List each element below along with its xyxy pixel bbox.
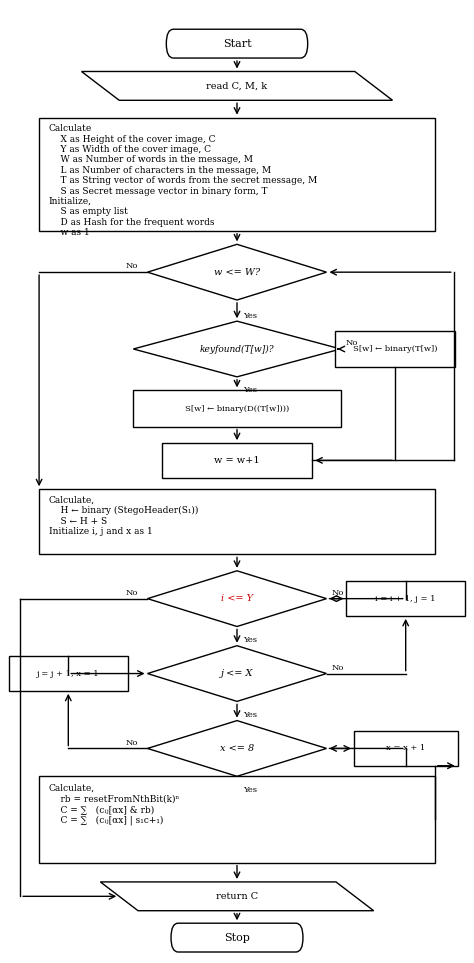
Polygon shape — [147, 720, 327, 776]
Text: No: No — [346, 339, 358, 348]
FancyBboxPatch shape — [166, 29, 308, 58]
Text: S[w] ← binary(T[w]): S[w] ← binary(T[w]) — [353, 345, 437, 353]
Text: No: No — [126, 262, 138, 271]
FancyBboxPatch shape — [354, 731, 457, 766]
FancyBboxPatch shape — [39, 489, 435, 555]
FancyBboxPatch shape — [9, 656, 128, 690]
FancyBboxPatch shape — [171, 924, 303, 952]
Text: x = x + 1: x = x + 1 — [386, 744, 425, 752]
FancyBboxPatch shape — [39, 117, 435, 231]
Text: j = j + 1, x = 1: j = j + 1, x = 1 — [37, 669, 100, 678]
Text: i = i + 1, j = 1: i = i + 1, j = 1 — [375, 594, 436, 603]
Text: i <= Y: i <= Y — [221, 594, 253, 603]
Text: j <= X: j <= X — [221, 669, 253, 678]
Text: Start: Start — [223, 39, 251, 49]
Text: keyfound(T[w])?: keyfound(T[w])? — [200, 345, 274, 353]
Text: No: No — [331, 664, 344, 672]
FancyBboxPatch shape — [335, 330, 455, 367]
Polygon shape — [147, 571, 327, 627]
Text: w = w+1: w = w+1 — [214, 455, 260, 465]
Polygon shape — [133, 321, 341, 377]
FancyBboxPatch shape — [346, 582, 465, 616]
FancyBboxPatch shape — [39, 776, 435, 863]
Text: Yes: Yes — [243, 711, 257, 719]
Polygon shape — [100, 882, 374, 911]
Text: Yes: Yes — [243, 312, 257, 320]
Text: Yes: Yes — [243, 386, 257, 395]
FancyBboxPatch shape — [133, 390, 341, 427]
Text: return C: return C — [216, 892, 258, 900]
Text: No: No — [126, 739, 138, 746]
Text: S[w] ← binary(D((T[w]))): S[w] ← binary(D((T[w]))) — [185, 404, 289, 412]
Polygon shape — [147, 245, 327, 300]
Text: Calculate
    X as Height of the cover image, C
    Y as Width of the cover imag: Calculate X as Height of the cover image… — [48, 124, 317, 237]
Text: Yes: Yes — [243, 786, 257, 794]
Text: No: No — [126, 589, 138, 597]
Polygon shape — [82, 71, 392, 100]
Text: No: No — [331, 589, 344, 597]
Text: Yes: Yes — [243, 637, 257, 644]
Polygon shape — [147, 646, 327, 701]
FancyBboxPatch shape — [162, 443, 312, 478]
Text: Calculate,
    rb = resetFromNthBit(k)ⁿ
    C = ∑   (cᵢⱼ[αx] & rb)
    C = ∑   (: Calculate, rb = resetFromNthBit(k)ⁿ C = … — [48, 784, 179, 825]
Text: x <= 8: x <= 8 — [220, 744, 254, 753]
Text: read C, M, k: read C, M, k — [207, 82, 267, 91]
Text: Calculate,
    H ← binary (StegoHeader(S₁))
    S ← H + S
Initialize i, j and x : Calculate, H ← binary (StegoHeader(S₁)) … — [48, 496, 198, 536]
Text: Stop: Stop — [224, 932, 250, 943]
Text: w <= W?: w <= W? — [214, 268, 260, 276]
